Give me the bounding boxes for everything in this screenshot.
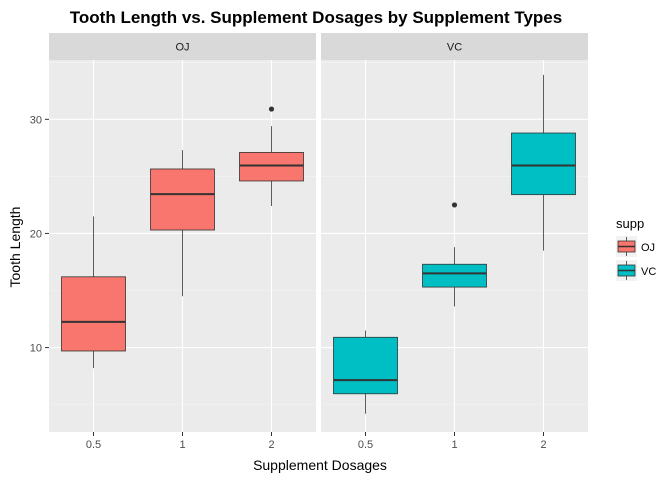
legend: supp OJ VC	[616, 216, 656, 281]
box-oj-1	[150, 150, 215, 297]
box-body	[150, 168, 215, 231]
panel-oj: OJ	[49, 33, 316, 432]
x-tick-label: 1	[451, 439, 457, 451]
legend-entry-vc: VC	[616, 260, 656, 281]
box-body	[422, 263, 487, 288]
x-axis-title: Supplement Dosages	[253, 457, 387, 473]
facet-strip	[321, 33, 588, 60]
panel-vc: VC	[321, 33, 588, 432]
box-body	[239, 152, 304, 182]
facet-strip-label: VC	[447, 42, 462, 54]
y-tick-label: 30	[30, 114, 42, 126]
panels: OJ VC	[49, 33, 588, 432]
outlier-point	[451, 202, 458, 208]
y-tick-label: 20	[30, 228, 42, 240]
x-axis: 0.5 1 2 0.5 1 2	[86, 432, 547, 451]
x-tick-label: 2	[540, 439, 546, 451]
x-tick-label: 0.5	[358, 439, 373, 451]
x-tick-label: 0.5	[86, 439, 101, 451]
legend-label: OJ	[641, 242, 655, 254]
legend-label: VC	[641, 266, 656, 278]
legend-title: supp	[616, 216, 644, 231]
box-vc-1	[422, 202, 487, 307]
facet-strip	[49, 33, 316, 60]
box-vc-0.5	[333, 330, 398, 414]
x-tick-label: 2	[268, 439, 274, 451]
chart-title: Tooth Length vs. Supplement Dosages by S…	[70, 8, 562, 27]
box-oj-0.5	[61, 216, 126, 369]
box-body	[511, 132, 576, 196]
y-axis: 10 20 30	[30, 114, 49, 355]
legend-entry-oj: OJ	[616, 236, 655, 257]
outlier-point	[268, 106, 275, 112]
y-axis-title: Tooth Length	[7, 207, 23, 288]
box-vc-2	[511, 74, 576, 251]
box-body	[333, 336, 398, 395]
x-tick-label: 1	[179, 439, 185, 451]
y-tick-label: 10	[30, 343, 42, 355]
box-body	[61, 276, 126, 352]
box-oj-2	[239, 106, 304, 207]
facet-strip-label: OJ	[175, 42, 189, 54]
